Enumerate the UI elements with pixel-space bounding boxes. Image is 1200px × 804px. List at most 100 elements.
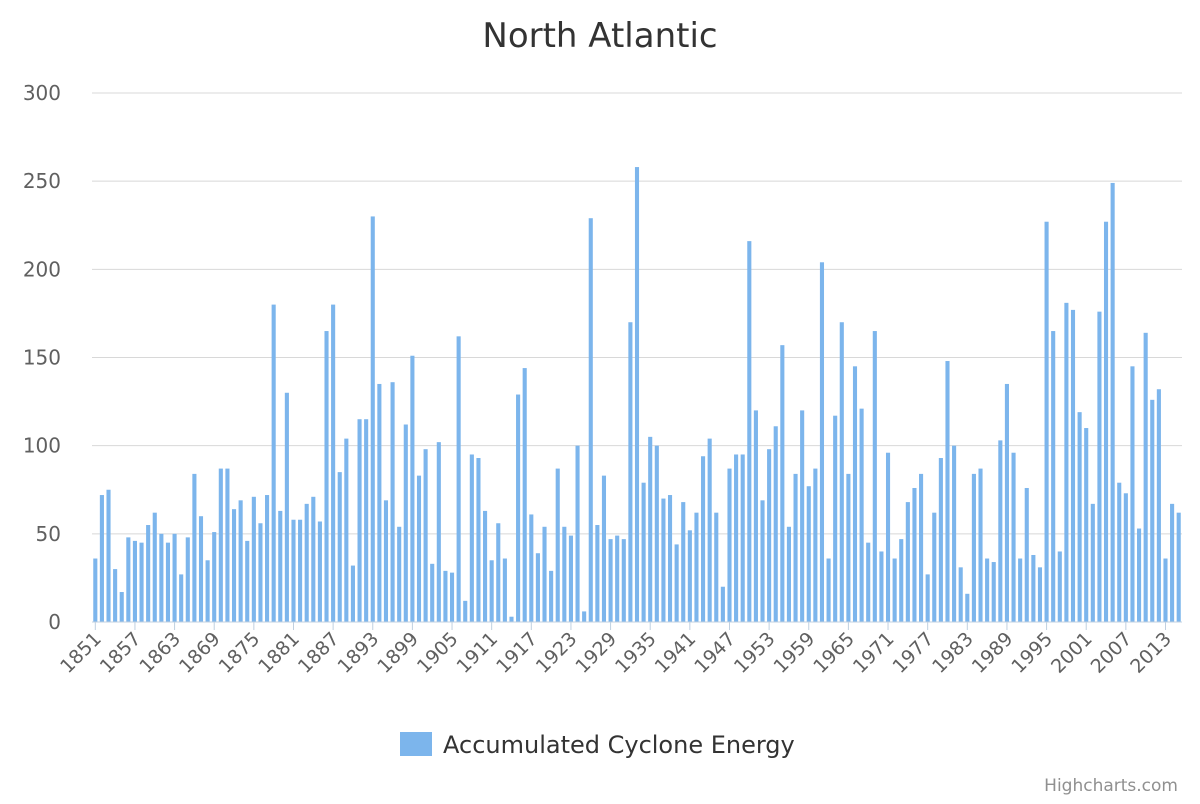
bar[interactable] (152, 512, 157, 622)
bar[interactable] (806, 486, 811, 622)
bar[interactable] (634, 167, 640, 622)
bar[interactable] (1064, 302, 1069, 622)
bar[interactable] (932, 512, 937, 622)
bar[interactable] (139, 542, 144, 622)
bar[interactable] (1176, 512, 1181, 622)
bar[interactable] (641, 482, 646, 622)
bar[interactable] (159, 533, 164, 622)
bar[interactable] (588, 218, 593, 622)
bar[interactable] (1103, 221, 1109, 622)
bar[interactable] (331, 304, 336, 622)
bar[interactable] (245, 540, 250, 622)
bar[interactable] (1024, 487, 1029, 622)
bar[interactable] (265, 495, 270, 622)
bar[interactable] (1070, 309, 1076, 622)
bar[interactable] (978, 468, 983, 622)
bar[interactable] (707, 438, 712, 622)
bar[interactable] (727, 468, 732, 622)
bar[interactable] (463, 600, 468, 622)
credits-link[interactable]: Highcharts.com (1044, 776, 1178, 796)
bar[interactable] (767, 449, 772, 622)
bar[interactable] (165, 542, 171, 622)
bar[interactable] (925, 574, 930, 622)
bar[interactable] (304, 503, 309, 622)
bar[interactable] (852, 366, 858, 622)
bar[interactable] (1150, 399, 1155, 622)
bar[interactable] (522, 368, 527, 622)
bar[interactable] (568, 535, 573, 622)
bar[interactable] (1110, 182, 1115, 622)
bar[interactable] (1031, 554, 1036, 622)
bar[interactable] (126, 537, 131, 622)
bar[interactable] (225, 468, 230, 622)
bar[interactable] (1137, 528, 1142, 622)
bar-series[interactable] (93, 167, 1181, 622)
bar[interactable] (1170, 503, 1175, 622)
bar[interactable] (872, 331, 877, 622)
bar[interactable] (938, 458, 943, 622)
bar[interactable] (509, 616, 514, 622)
bar[interactable] (106, 489, 111, 622)
bar[interactable] (654, 445, 659, 622)
bar[interactable] (416, 475, 422, 622)
bar[interactable] (238, 500, 243, 622)
bar[interactable] (99, 495, 104, 622)
bar[interactable] (740, 454, 745, 622)
bar[interactable] (258, 523, 263, 622)
bar[interactable] (595, 525, 600, 622)
bar[interactable] (826, 558, 831, 622)
bar[interactable] (819, 262, 825, 622)
bar[interactable] (185, 537, 190, 622)
bar[interactable] (628, 322, 633, 622)
bar[interactable] (971, 473, 976, 622)
bar[interactable] (278, 510, 283, 622)
bar[interactable] (350, 565, 355, 622)
bar[interactable] (344, 438, 349, 622)
bar[interactable] (93, 558, 98, 622)
bar[interactable] (562, 526, 567, 622)
bar[interactable] (212, 532, 217, 622)
bar[interactable] (885, 452, 891, 622)
bar[interactable] (945, 361, 950, 622)
bar[interactable] (859, 408, 864, 622)
bar[interactable] (430, 563, 435, 622)
bar[interactable] (952, 445, 957, 622)
bar[interactable] (667, 495, 673, 622)
bar[interactable] (436, 442, 441, 622)
bar[interactable] (535, 553, 540, 622)
bar[interactable] (231, 509, 237, 622)
bar[interactable] (701, 456, 706, 622)
bar[interactable] (1011, 452, 1016, 622)
bar[interactable] (687, 530, 692, 622)
bar[interactable] (172, 533, 177, 622)
bar[interactable] (377, 383, 382, 622)
bar[interactable] (456, 336, 461, 622)
bar[interactable] (179, 574, 184, 622)
bar[interactable] (476, 458, 481, 622)
bar[interactable] (410, 355, 415, 622)
bar[interactable] (720, 586, 725, 622)
bar[interactable] (113, 569, 118, 622)
bar[interactable] (132, 540, 137, 622)
bar[interactable] (912, 487, 917, 622)
bar[interactable] (1097, 311, 1102, 622)
bar[interactable] (403, 424, 408, 622)
bar[interactable] (1057, 551, 1062, 622)
bar[interactable] (291, 519, 296, 622)
bar[interactable] (786, 526, 791, 622)
bar[interactable] (284, 392, 289, 622)
bar[interactable] (773, 426, 778, 622)
bar[interactable] (760, 500, 765, 622)
bar[interactable] (192, 473, 197, 622)
bar[interactable] (734, 454, 739, 622)
bar[interactable] (899, 539, 904, 622)
bar[interactable] (608, 539, 613, 622)
bar[interactable] (1163, 558, 1168, 622)
bar[interactable] (390, 382, 395, 622)
bar[interactable] (958, 567, 963, 622)
bar[interactable] (615, 535, 620, 622)
bar[interactable] (681, 502, 686, 622)
bar[interactable] (813, 468, 818, 622)
bar[interactable] (747, 241, 752, 622)
bar[interactable] (555, 468, 560, 622)
